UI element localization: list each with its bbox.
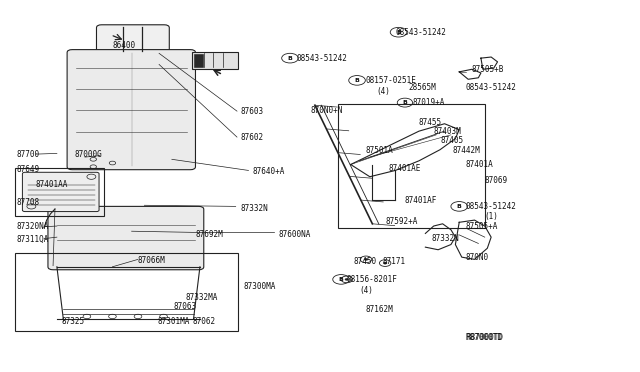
Circle shape [345,278,349,280]
Text: 87320NA: 87320NA [17,222,49,231]
Text: 87069: 87069 [484,176,508,185]
Text: 87019+A: 87019+A [413,98,445,107]
Bar [15,253,238,331]
Text: 87171: 87171 [383,257,406,266]
Text: 87401AA: 87401AA [36,180,68,189]
Text: 87062: 87062 [192,317,216,326]
Text: R87000TD: R87000TD [467,333,504,343]
Text: 08543-51242: 08543-51242 [296,54,348,62]
FancyBboxPatch shape [194,54,203,67]
Text: B: B [403,100,408,105]
Text: 87401A: 87401A [466,160,493,169]
Text: 87450: 87450 [353,257,376,266]
Text: 87162M: 87162M [366,305,394,314]
Text: 87442M: 87442M [453,146,481,155]
Bar [15,168,104,217]
Text: 08543-51242: 08543-51242 [396,28,446,37]
Text: 870N0: 870N0 [466,253,489,262]
Text: 87602: 87602 [240,133,263,142]
Text: 87332N: 87332N [240,204,268,213]
Text: B: B [287,56,292,61]
Text: 87403M: 87403M [434,126,461,136]
Text: 87501A: 87501A [366,146,394,155]
Text: R87000TD: R87000TD [466,333,502,342]
Text: B: B [457,204,461,209]
Text: 87063: 87063 [173,302,196,311]
Text: 870N0+N: 870N0+N [310,106,343,115]
Text: 08156-8201F: 08156-8201F [347,275,397,284]
Circle shape [383,262,387,264]
Text: 87401AF: 87401AF [404,196,436,205]
Text: 08543-51242: 08543-51242 [466,202,516,211]
Text: 87301MA: 87301MA [157,317,189,326]
Text: 87325: 87325 [61,317,84,326]
Text: 87649: 87649 [17,165,40,174]
Text: 87332N: 87332N [432,234,460,243]
Text: (4): (4) [376,87,390,96]
Text: 87692M: 87692M [195,230,223,239]
Text: 08157-0251E: 08157-0251E [366,76,417,85]
Text: 08543-51242: 08543-51242 [466,83,516,92]
Text: 87311QA: 87311QA [17,235,49,244]
Text: 87300MA: 87300MA [243,282,276,291]
Text: B: B [396,30,401,35]
FancyBboxPatch shape [192,52,238,69]
Text: 87600NA: 87600NA [278,230,311,239]
Text: 87332MA: 87332MA [186,293,218,302]
Text: (4): (4) [360,286,374,295]
Text: B: B [339,277,344,282]
Text: B: B [355,78,360,83]
Text: 86400: 86400 [113,41,136,50]
Text: 87505+A: 87505+A [466,221,498,231]
FancyBboxPatch shape [67,49,195,170]
Circle shape [364,258,368,260]
Text: 87405: 87405 [440,136,463,145]
FancyBboxPatch shape [22,172,99,212]
Text: 28565M: 28565M [408,83,436,92]
Text: 87401AE: 87401AE [389,164,421,173]
Bar [338,104,484,228]
Text: 87700: 87700 [17,150,40,159]
Text: 87000G: 87000G [74,150,102,159]
Text: 87066M: 87066M [138,256,166,264]
FancyBboxPatch shape [48,206,204,270]
Text: 87592+A: 87592+A [385,217,417,226]
Text: 87603: 87603 [240,108,263,116]
Text: 87640+A: 87640+A [253,167,285,176]
FancyBboxPatch shape [97,25,170,54]
Text: (1): (1) [484,212,499,221]
Text: 87455: 87455 [419,118,442,127]
Text: 87505+B: 87505+B [472,65,504,74]
Text: 87708: 87708 [17,198,40,207]
